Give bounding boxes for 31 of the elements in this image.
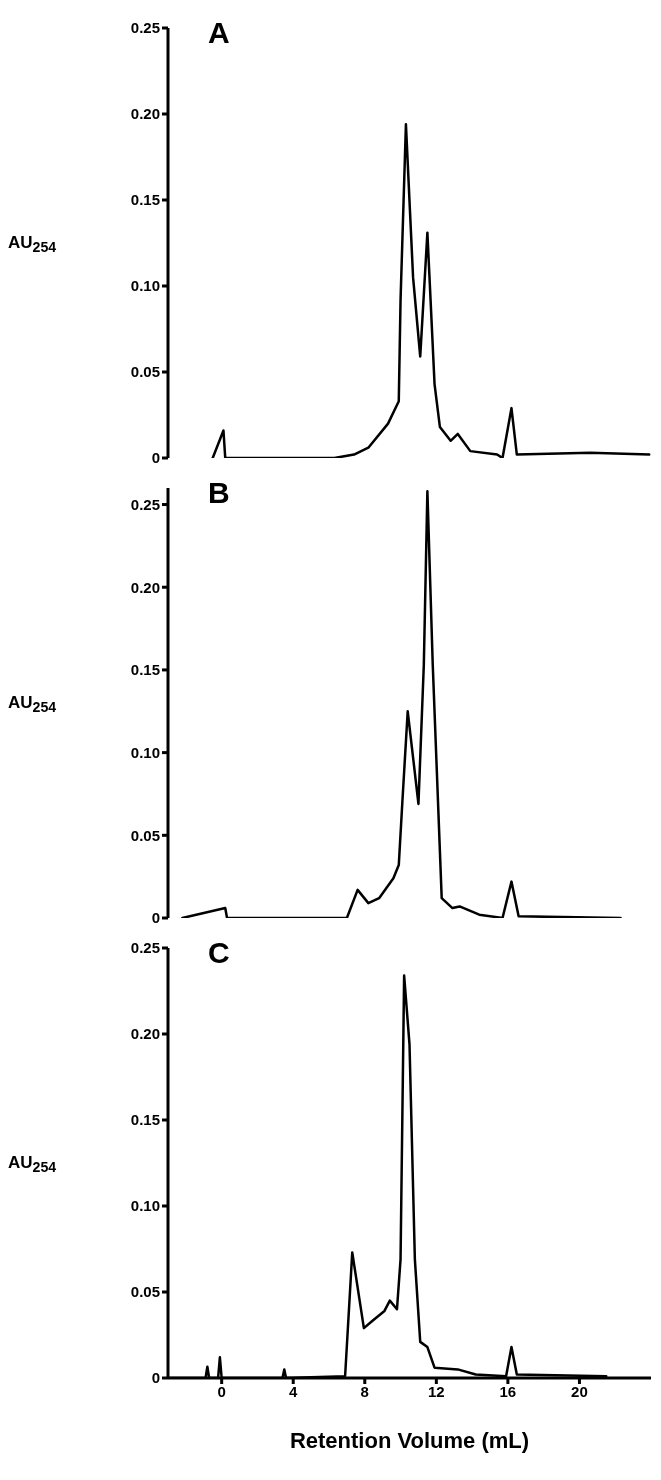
y-tick-label: 0.25 [130,495,160,513]
y-tick-label: 0.10 [130,1197,160,1215]
y-tick-label: 0.25 [130,939,160,957]
y-tick-label: 0.10 [130,277,160,295]
chart-title: C [208,936,230,970]
y-axis-title: AU$_{254}$ [8,693,57,716]
y-tick-label: 0.20 [130,105,160,123]
y-tick-label: 0.05 [130,826,160,844]
y-axis-title: AU$_{254}$ [8,233,57,256]
y-tick-label: 0.05 [130,1283,160,1301]
y-tick-label: 0.15 [130,1111,160,1129]
y-tick-label: 0 [151,449,160,467]
x-axis-title: Retention Volume (mL) [289,1428,530,1453]
x-tick-label: 12 [427,1382,445,1400]
y-tick-label: 0.20 [130,578,160,596]
x-tick-label: 4 [289,1382,299,1400]
y-tick-label: 0 [151,1369,160,1387]
y-tick-label: 0.25 [130,19,160,37]
chart-title: A [208,16,230,50]
chart-title: B [208,476,230,510]
x-tick-label: 16 [499,1382,517,1400]
y-axis-title: AU$_{254}$ [8,1153,57,1176]
x-tick-label: 8 [360,1382,369,1400]
y-tick-label: 0.05 [130,363,160,381]
y-tick-label: 0.20 [130,1025,160,1043]
y-tick-label: 0.10 [130,743,160,761]
y-tick-label: 0.15 [130,191,160,209]
y-tick-label: 0.15 [130,661,160,679]
y-tick-label: 0 [151,909,160,927]
x-tick-label: 0 [217,1382,226,1400]
x-tick-label: 20 [571,1382,588,1400]
